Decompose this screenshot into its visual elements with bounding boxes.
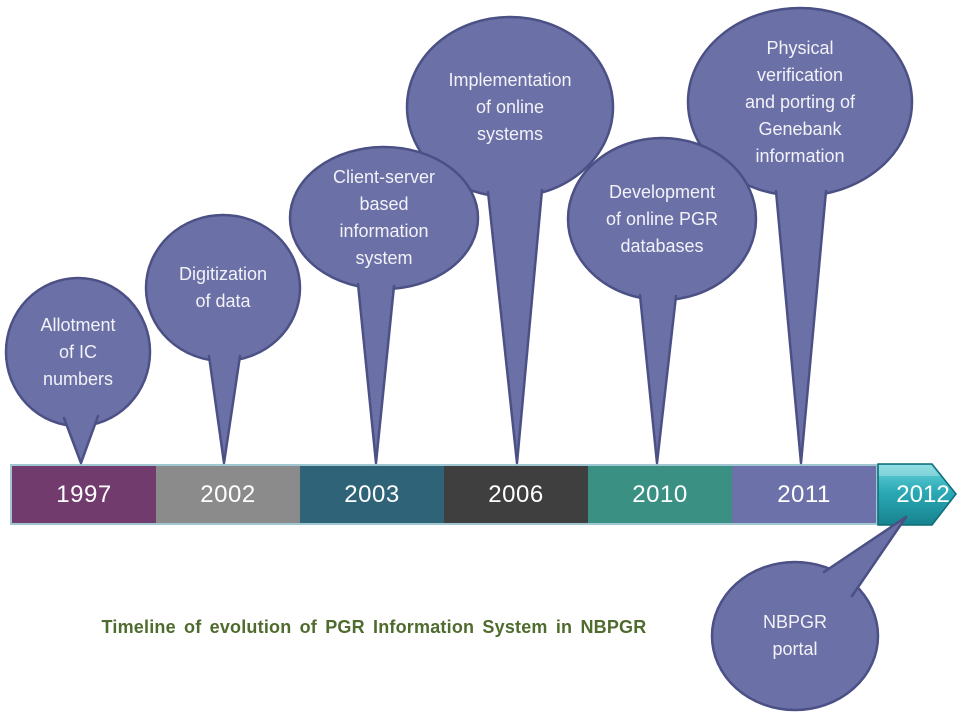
year-label-2003: 2003: [344, 480, 400, 508]
year-label-2002: 2002: [200, 480, 256, 508]
timeline-segment-1997: 1997: [12, 466, 156, 523]
timeline-bar: 1997 2002 2003 2006 2010 2011: [10, 464, 878, 525]
bubble-label-nbpgr-portal: NBPGR portal: [762, 612, 827, 659]
timeline-segment-2011: 2011: [732, 466, 876, 523]
year-label-2006: 2006: [488, 480, 544, 508]
bubble-tail-outline: [774, 189, 828, 465]
year-label-2012: 2012: [896, 480, 950, 508]
timeline-segment-2006: 2006: [444, 466, 588, 523]
bubble-tail-outline: [356, 282, 396, 465]
bubble-tail: [488, 190, 542, 463]
slide-caption: Timeline of evolution of PGR Information…: [101, 616, 647, 637]
timeline-segment-2003: 2003: [300, 466, 444, 523]
timeline-segment-2010: 2010: [588, 466, 732, 523]
year-label-1997: 1997: [56, 480, 112, 508]
bubble-tail-outline: [207, 354, 242, 465]
year-label-2011: 2011: [777, 480, 831, 508]
bubble-tail: [640, 295, 676, 463]
bubble-tail: [776, 191, 826, 463]
bubble-label-allotment: Allotment of IC numbers: [40, 314, 116, 389]
bubble-tail-outline: [638, 293, 678, 465]
year-label-2010: 2010: [632, 480, 688, 508]
bubble-label-physical-verification: Physical verification and porting of Gen…: [744, 37, 856, 166]
bubble-label-digitization: Digitization of data: [178, 264, 268, 311]
bubble-tail: [209, 356, 240, 463]
timeline-segment-2002: 2002: [156, 466, 300, 523]
bubble-tail-outline: [486, 188, 544, 465]
bubble-tail: [358, 284, 394, 463]
